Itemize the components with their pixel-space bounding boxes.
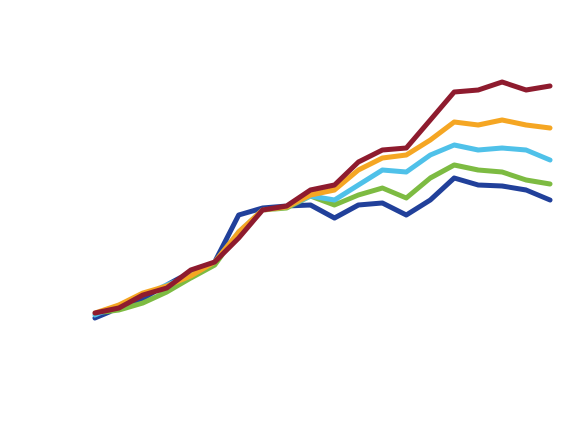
series-line: [92, 79, 553, 316]
